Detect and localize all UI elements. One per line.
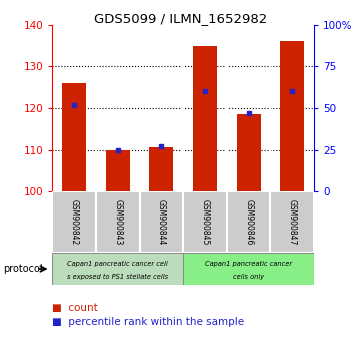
Text: Capan1 pancreatic cancer cell: Capan1 pancreatic cancer cell xyxy=(68,261,168,267)
Text: GDS5099 / ILMN_1652982: GDS5099 / ILMN_1652982 xyxy=(94,12,267,25)
Text: Capan1 pancreatic cancer: Capan1 pancreatic cancer xyxy=(205,261,292,267)
Bar xyxy=(193,46,217,191)
Text: GSM900846: GSM900846 xyxy=(244,199,253,245)
Bar xyxy=(280,41,304,191)
Text: GSM900844: GSM900844 xyxy=(157,199,166,245)
Bar xyxy=(237,114,261,191)
Text: ■  count: ■ count xyxy=(52,303,98,313)
Bar xyxy=(52,253,183,285)
Bar xyxy=(149,148,173,191)
Text: ■  percentile rank within the sample: ■ percentile rank within the sample xyxy=(52,317,244,327)
Text: cells only: cells only xyxy=(233,274,264,280)
Bar xyxy=(62,83,86,191)
Text: GSM900842: GSM900842 xyxy=(70,199,79,245)
Text: GSM900847: GSM900847 xyxy=(288,199,297,245)
Bar xyxy=(96,191,140,253)
Bar xyxy=(140,191,183,253)
Text: protocol: protocol xyxy=(4,264,43,274)
Bar xyxy=(52,191,96,253)
Bar xyxy=(227,191,270,253)
Bar xyxy=(106,149,130,191)
Text: GSM900845: GSM900845 xyxy=(200,199,209,245)
Bar xyxy=(270,191,314,253)
Text: s exposed to PS1 stellate cells: s exposed to PS1 stellate cells xyxy=(67,274,168,280)
Bar xyxy=(183,191,227,253)
Text: GSM900843: GSM900843 xyxy=(113,199,122,245)
Bar xyxy=(183,253,314,285)
